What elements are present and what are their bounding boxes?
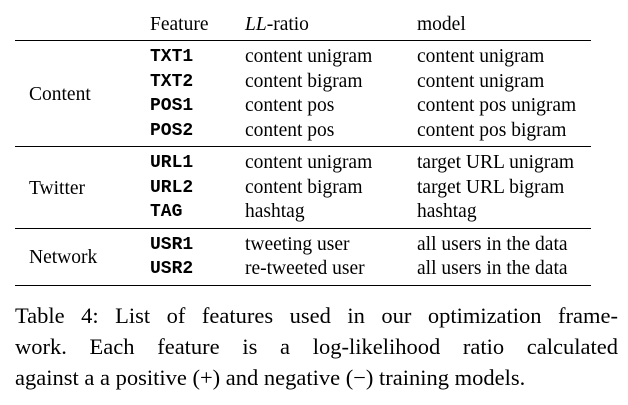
model-cell: all users in the data: [417, 233, 568, 255]
caption-line-1: Table 4: List of features used in our op…: [15, 303, 618, 328]
ll-ratio-cell: content bigram: [245, 70, 363, 92]
group-label-network: Network: [29, 247, 98, 269]
feature-name: TAG: [150, 202, 183, 222]
ll-ratio-cell: tweeting user: [245, 233, 350, 255]
feature-name: POS2: [150, 120, 194, 141]
feature-name: POS1: [150, 96, 194, 116]
model-cell: content pos unigram: [417, 95, 577, 116]
model-cell: target URL bigram: [417, 176, 565, 198]
feature-name: URL1: [150, 153, 194, 173]
feature-name: USR1: [150, 234, 194, 255]
table-row: POS1 content pos content pos unigram: [15, 94, 591, 119]
ll-ratio-cell: content unigram: [245, 152, 373, 173]
table-row: Twitter URL1 content unigram target URL …: [15, 147, 591, 199]
ll-ratio-cell: hashtag: [245, 201, 305, 222]
table-row: TAG hashtag hashtag: [15, 200, 591, 228]
feature-name: USR2: [150, 259, 194, 279]
header-row: Feature LL-ratio model: [15, 10, 591, 41]
table-row: POS2 content pos content pos bigram: [15, 119, 591, 147]
ll-ratio-cell: re-tweeted user: [245, 258, 365, 279]
header-ll-italic: LL: [245, 13, 267, 35]
caption-line-3: against a a positive (+) and negative (−…: [15, 365, 526, 390]
model-cell: target URL unigram: [417, 152, 575, 173]
table-row: TXT2 content bigram content unigram: [15, 70, 591, 95]
header-ll-ratio: LL-ratio: [245, 10, 417, 41]
ll-ratio-cell: content unigram: [245, 46, 373, 67]
group-label-content: Content: [29, 84, 91, 106]
model-cell: all users in the data: [417, 258, 568, 279]
header-ll-suffix: -ratio: [266, 13, 309, 35]
group-network: Network USR1 tweeting user all users in …: [15, 228, 591, 285]
group-content: Content TXT1 content unigram content uni…: [15, 41, 591, 147]
feature-name: TXT1: [150, 47, 194, 67]
table-caption: Table 4: List of features used in our op…: [15, 300, 618, 393]
ll-ratio-cell: content bigram: [245, 176, 363, 198]
feature-name: TXT2: [150, 71, 194, 92]
table-row: Network USR1 tweeting user all users in …: [15, 228, 591, 269]
model-cell: content unigram: [417, 70, 545, 92]
table-row: URL2 content bigram target URL bigram: [15, 176, 591, 201]
model-cell: hashtag: [417, 201, 477, 222]
caption-line-2: work. Each feature is a log-likelihood r…: [15, 334, 618, 359]
features-table-container: Feature LL-ratio model Content TXT1 cont…: [15, 10, 591, 286]
header-group: [15, 10, 150, 41]
ll-ratio-cell: content pos: [245, 119, 335, 141]
group-label-twitter: Twitter: [29, 178, 86, 199]
table-row: USR2 re-tweeted user all users in the da…: [15, 257, 591, 285]
table-row: Content TXT1 content unigram content uni…: [15, 41, 591, 105]
feature-name: URL2: [150, 177, 194, 198]
model-cell: content unigram: [417, 46, 545, 67]
header-feature: Feature: [150, 13, 209, 35]
features-table: Feature LL-ratio model Content TXT1 cont…: [15, 10, 591, 286]
header-model: model: [417, 13, 466, 35]
model-cell: content pos bigram: [417, 119, 567, 141]
ll-ratio-cell: content pos: [245, 95, 335, 116]
table-header: Feature LL-ratio model: [15, 10, 591, 41]
group-twitter: Twitter URL1 content unigram target URL …: [15, 147, 591, 228]
